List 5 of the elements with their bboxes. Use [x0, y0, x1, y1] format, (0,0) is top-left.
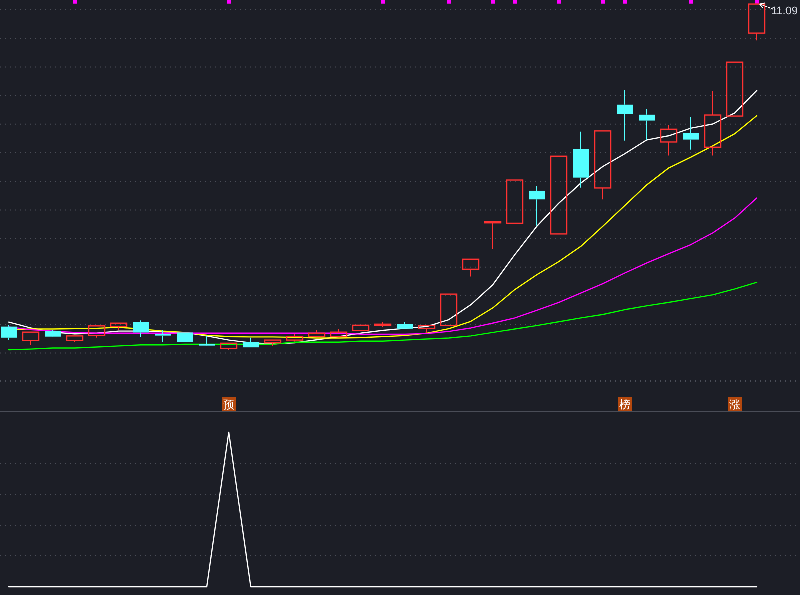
text: 涨 [730, 398, 740, 412]
candlestick [704, 90, 722, 156]
text: 预 [224, 398, 234, 412]
text: 榜 [620, 398, 630, 412]
text: 11.09 [771, 5, 798, 18]
